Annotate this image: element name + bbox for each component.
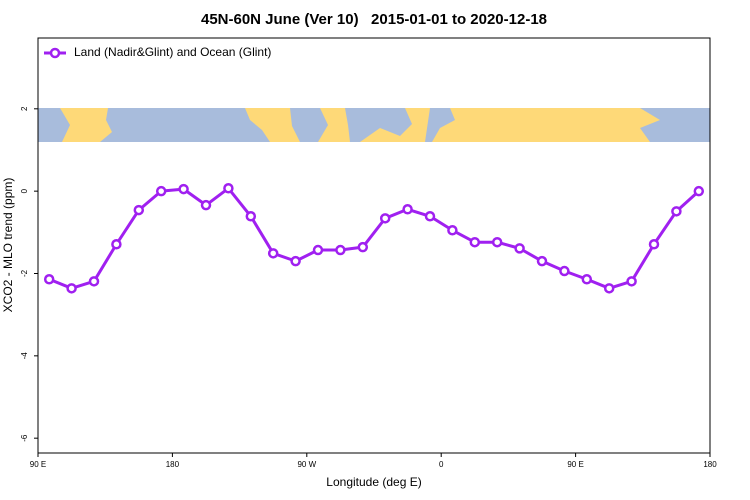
data-point — [648, 239, 660, 250]
data-point — [402, 204, 413, 215]
data-point — [603, 283, 615, 294]
y-tick-label: 2 — [20, 106, 29, 111]
x-axis-label: Longitude (deg E) — [326, 475, 421, 489]
data-point — [581, 274, 593, 285]
x-tick-label: 90 W — [297, 460, 316, 469]
chart-title: 45N-60N June (Ver 10) 2015-01-01 to 2020… — [201, 11, 547, 28]
data-point — [200, 199, 212, 211]
data-point — [693, 185, 705, 197]
data-point — [536, 255, 548, 267]
data-point — [469, 236, 481, 248]
data-point — [379, 213, 391, 224]
data-point — [43, 274, 55, 285]
data-point — [178, 183, 189, 195]
series-line — [48, 186, 700, 290]
y-tick-label: -2 — [20, 269, 29, 277]
legend-marker — [49, 47, 61, 59]
x-tick-label: 180 — [703, 460, 717, 469]
data-point — [671, 206, 682, 217]
data-point — [447, 225, 458, 236]
data-point — [312, 244, 324, 256]
data-point — [155, 185, 167, 197]
y-tick-label: -6 — [20, 434, 29, 442]
legend-label: Land (Nadir&Glint) and Ocean (Glint) — [74, 45, 271, 59]
data-point — [223, 183, 234, 194]
data-point — [491, 236, 503, 248]
data-point — [626, 276, 637, 287]
data-point — [88, 276, 100, 287]
data-point — [133, 204, 145, 216]
data-point — [559, 265, 570, 277]
x-tick-label: 90 E — [30, 460, 46, 469]
data-point — [267, 248, 279, 259]
y-tick-label: 0 — [20, 188, 29, 193]
x-tick-label: 90 E — [567, 460, 583, 469]
data-point — [66, 283, 77, 294]
data-point — [357, 241, 369, 253]
x-tick-label: 180 — [166, 460, 180, 469]
data-point — [514, 243, 525, 254]
y-tick-label: -4 — [20, 352, 29, 360]
plot-frame — [37, 37, 711, 454]
map-band — [38, 108, 710, 142]
data-point — [245, 211, 257, 222]
y-axis-label: XCO2 - MLO trend (ppm) — [1, 178, 15, 313]
data-point — [290, 255, 301, 267]
data-point — [335, 244, 346, 256]
data-point — [111, 239, 122, 250]
data-point — [424, 211, 436, 222]
x-tick-label: 0 — [439, 460, 444, 469]
